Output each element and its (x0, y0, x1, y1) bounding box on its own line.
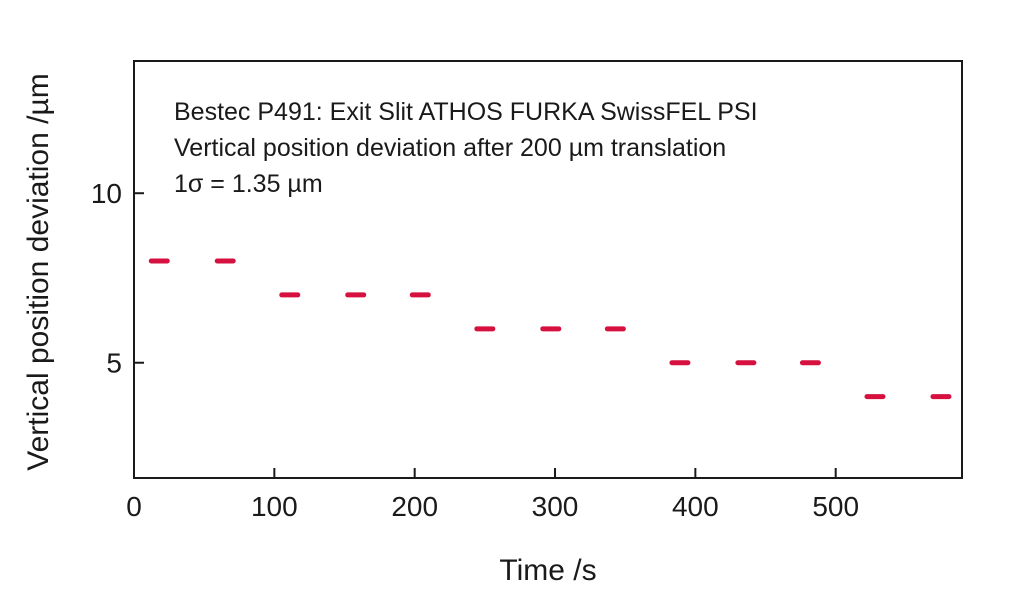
x-tick-label: 100 (251, 491, 298, 522)
x-tick-label: 400 (672, 491, 719, 522)
x-axis-ticks: 0 100 200 300 400 500 (126, 468, 859, 522)
y-axis-ticks: 5 10 (91, 178, 144, 379)
annotation-line-2: Vertical position deviation after 200 µm… (174, 134, 726, 162)
annotation-line-3: 1σ = 1.35 µm (174, 170, 323, 198)
x-tick-label: 0 (126, 491, 142, 522)
data-markers (148, 258, 952, 400)
y-tick-label: 5 (106, 348, 122, 379)
y-axis-label: Vertical position deviation /µm (22, 73, 55, 471)
plot-frame (133, 60, 963, 479)
y-tick-label: 10 (91, 178, 122, 209)
x-tick-label: 500 (812, 491, 859, 522)
x-tick-label: 200 (391, 491, 438, 522)
x-axis-label: Time /s (499, 554, 596, 587)
x-tick-label: 300 (532, 491, 579, 522)
annotation-line-1: Bestec P491: Exit Slit ATHOS FURKA Swiss… (174, 98, 758, 126)
